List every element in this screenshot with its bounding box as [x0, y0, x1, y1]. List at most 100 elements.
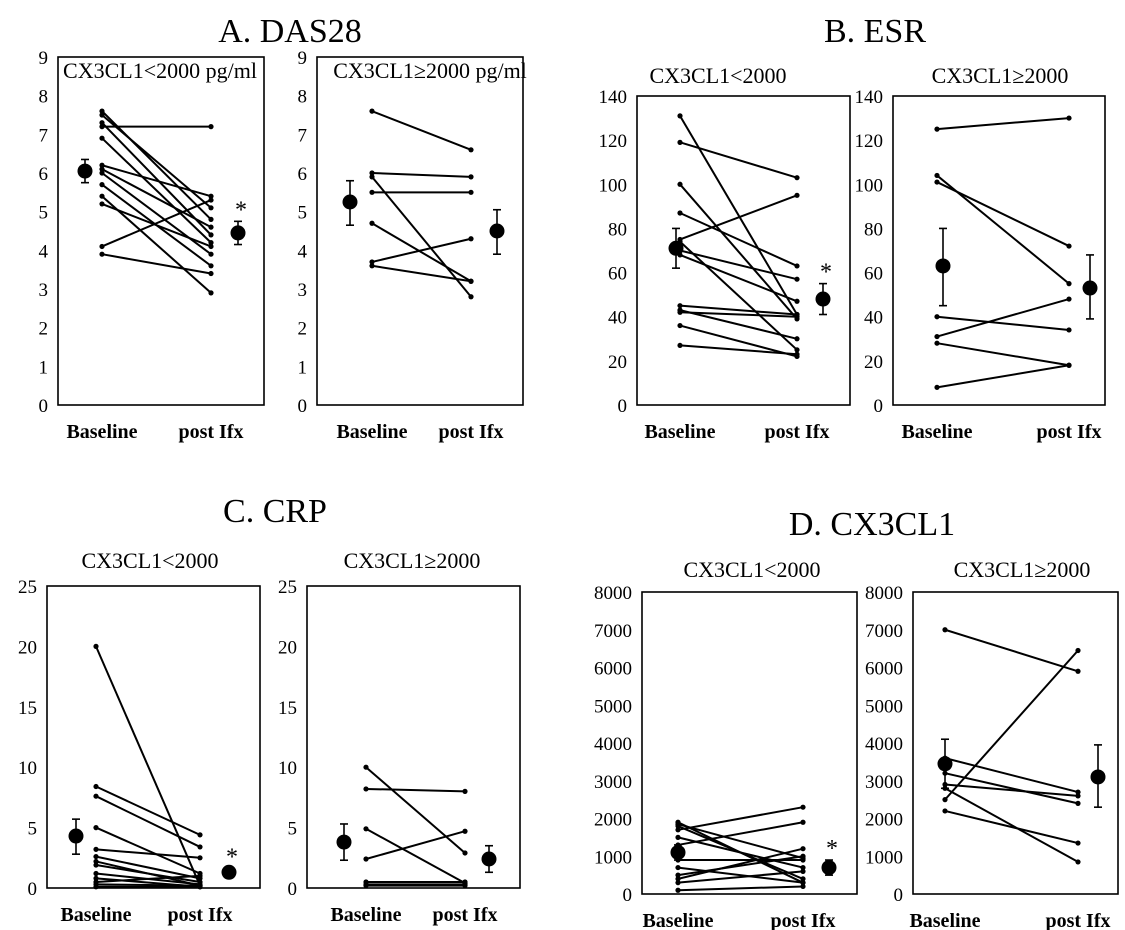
panel-c1-point	[93, 875, 99, 881]
panel-b2-xtick-label: post Ifx	[1036, 421, 1101, 443]
panel-c1-mean-marker	[221, 864, 237, 880]
panel-d1-ytick-label: 0	[623, 885, 633, 906]
panel-d1-point	[800, 846, 806, 852]
panel-b2-ytick-label: 120	[855, 131, 884, 152]
panel-d2-point	[1075, 647, 1081, 654]
panel-a1-ytick-label: 2	[39, 319, 49, 340]
panel-c1-series-line	[95, 874, 201, 883]
panel-a1-ytick-label: 0	[39, 396, 49, 417]
panel-a2-series-line	[371, 237, 472, 263]
panel-b1-mean-marker	[668, 240, 684, 256]
panel-a1-point	[208, 216, 214, 222]
panel-a1-point	[208, 290, 214, 296]
panel-a1-point	[208, 243, 214, 250]
panel-c1-series-line	[95, 795, 201, 848]
panel-d2-ytick-label: 1000	[865, 847, 903, 868]
panel-a1-point	[99, 243, 105, 250]
panel-b2-ytick-label: 140	[855, 87, 884, 108]
panel-a1-series-line	[101, 164, 212, 198]
panel-c1-point	[93, 793, 99, 799]
panel-d1-series-line	[677, 823, 804, 860]
panel-d2-ytick-label: 8000	[865, 583, 903, 604]
panel-a1-point	[208, 197, 214, 203]
panel-a2-mean-marker	[342, 194, 358, 210]
panel-c2-point	[363, 882, 369, 889]
panel-a2-mean-marker	[489, 223, 505, 239]
panel-b1-series-line	[679, 311, 798, 318]
panel-b1-point	[794, 351, 800, 357]
panel-b2-point	[1066, 296, 1072, 302]
panel-d2-point	[1075, 800, 1081, 807]
panel-a2-point	[369, 263, 375, 269]
panel-d1-point	[800, 880, 806, 886]
panel-a1-series-line	[101, 199, 212, 248]
panel-c2-point	[363, 764, 369, 770]
panel-c2-series-line	[365, 787, 466, 793]
panel-d1-point	[800, 883, 806, 890]
panel-c1-point	[93, 870, 99, 877]
panel-c2-title: CX3CL1≥2000	[344, 548, 481, 573]
panel-b1-series-line	[679, 344, 798, 356]
panel-a1-title: CX3CL1<2000 pg/ml	[63, 58, 257, 83]
panel-d2-ytick-label: 7000	[865, 621, 903, 642]
panel-d1-ytick-label: 1000	[594, 847, 632, 868]
panel-b2-series-line	[936, 364, 1070, 389]
panel-a1-point	[99, 170, 105, 176]
panel-c1-title: CX3CL1<2000	[81, 548, 218, 573]
panel-c1-point	[197, 832, 203, 838]
panel-c1-series-line	[95, 883, 201, 887]
panel-d2-point	[942, 808, 948, 814]
panel-d2-frame	[912, 591, 1119, 895]
panel-a1-point	[208, 193, 214, 199]
panel-c1-point	[93, 643, 99, 650]
panel-a1-ytick-label: 1	[39, 357, 49, 378]
panel-a2-point	[468, 278, 474, 284]
panel-d1-point	[675, 880, 681, 886]
panel-c1-point	[93, 884, 99, 890]
panel-a1-ytick-label: 7	[39, 125, 49, 146]
panel-a1-point	[208, 270, 214, 277]
panel-a1-mean-marker	[77, 163, 93, 179]
panel-b1-group-title: B. ESR	[824, 13, 926, 50]
panel-c2-xtick-label: Baseline	[330, 904, 401, 926]
panel-a1-ytick-label: 4	[39, 241, 49, 262]
panel-a1-point	[99, 193, 105, 199]
panel-d2-point	[942, 627, 948, 633]
panel-b2-point	[1066, 115, 1072, 121]
panel-b1-title: CX3CL1<2000	[649, 63, 786, 88]
panel-b1-point	[794, 263, 800, 269]
panel-c1-xtick-label: Baseline	[60, 904, 131, 926]
panel-d1-series-line	[677, 855, 804, 877]
panel-d1-xtick-label: post Ifx	[770, 910, 835, 930]
panel-a1-point	[208, 251, 214, 257]
panel-c1-point	[93, 783, 99, 790]
panel-c2-point	[462, 788, 468, 794]
panel-d1-group-title: D. CX3CL1	[789, 506, 955, 543]
panel-b2-series-line	[936, 315, 1070, 331]
panel-d1-title: CX3CL1<2000	[683, 557, 820, 582]
panel-d2-ytick-label: 2000	[865, 810, 903, 831]
panel-b1-ytick-label: 0	[618, 396, 628, 417]
panel-b1-point	[677, 181, 683, 187]
panel-b2-ytick-label: 0	[874, 396, 884, 417]
panel-d1-point	[675, 827, 681, 833]
panel-b2-ytick-label: 100	[855, 175, 884, 196]
panel-b1-point	[677, 342, 683, 349]
panel-b1-point	[677, 139, 683, 145]
panel-a2-series-line	[371, 176, 472, 298]
panel-d2-series-line	[944, 809, 1079, 845]
panel-a2-ytick-label: 2	[298, 319, 308, 340]
panel-d2-ytick-label: 4000	[865, 734, 903, 755]
panel-b1-point	[794, 175, 800, 181]
panel-b1-series-line	[679, 212, 798, 267]
panel-c1-point	[93, 825, 99, 831]
panel-d1-point	[675, 823, 681, 829]
panel-d1-point	[675, 876, 681, 882]
panel-a2-ytick-label: 8	[298, 87, 308, 108]
panel-b2-mean-marker	[935, 258, 951, 274]
panel-c1-point	[197, 873, 203, 879]
panel-b2-series-line	[936, 342, 1070, 367]
panel-d2-mean-marker	[937, 756, 953, 772]
panel-a2-series-line	[371, 172, 472, 178]
